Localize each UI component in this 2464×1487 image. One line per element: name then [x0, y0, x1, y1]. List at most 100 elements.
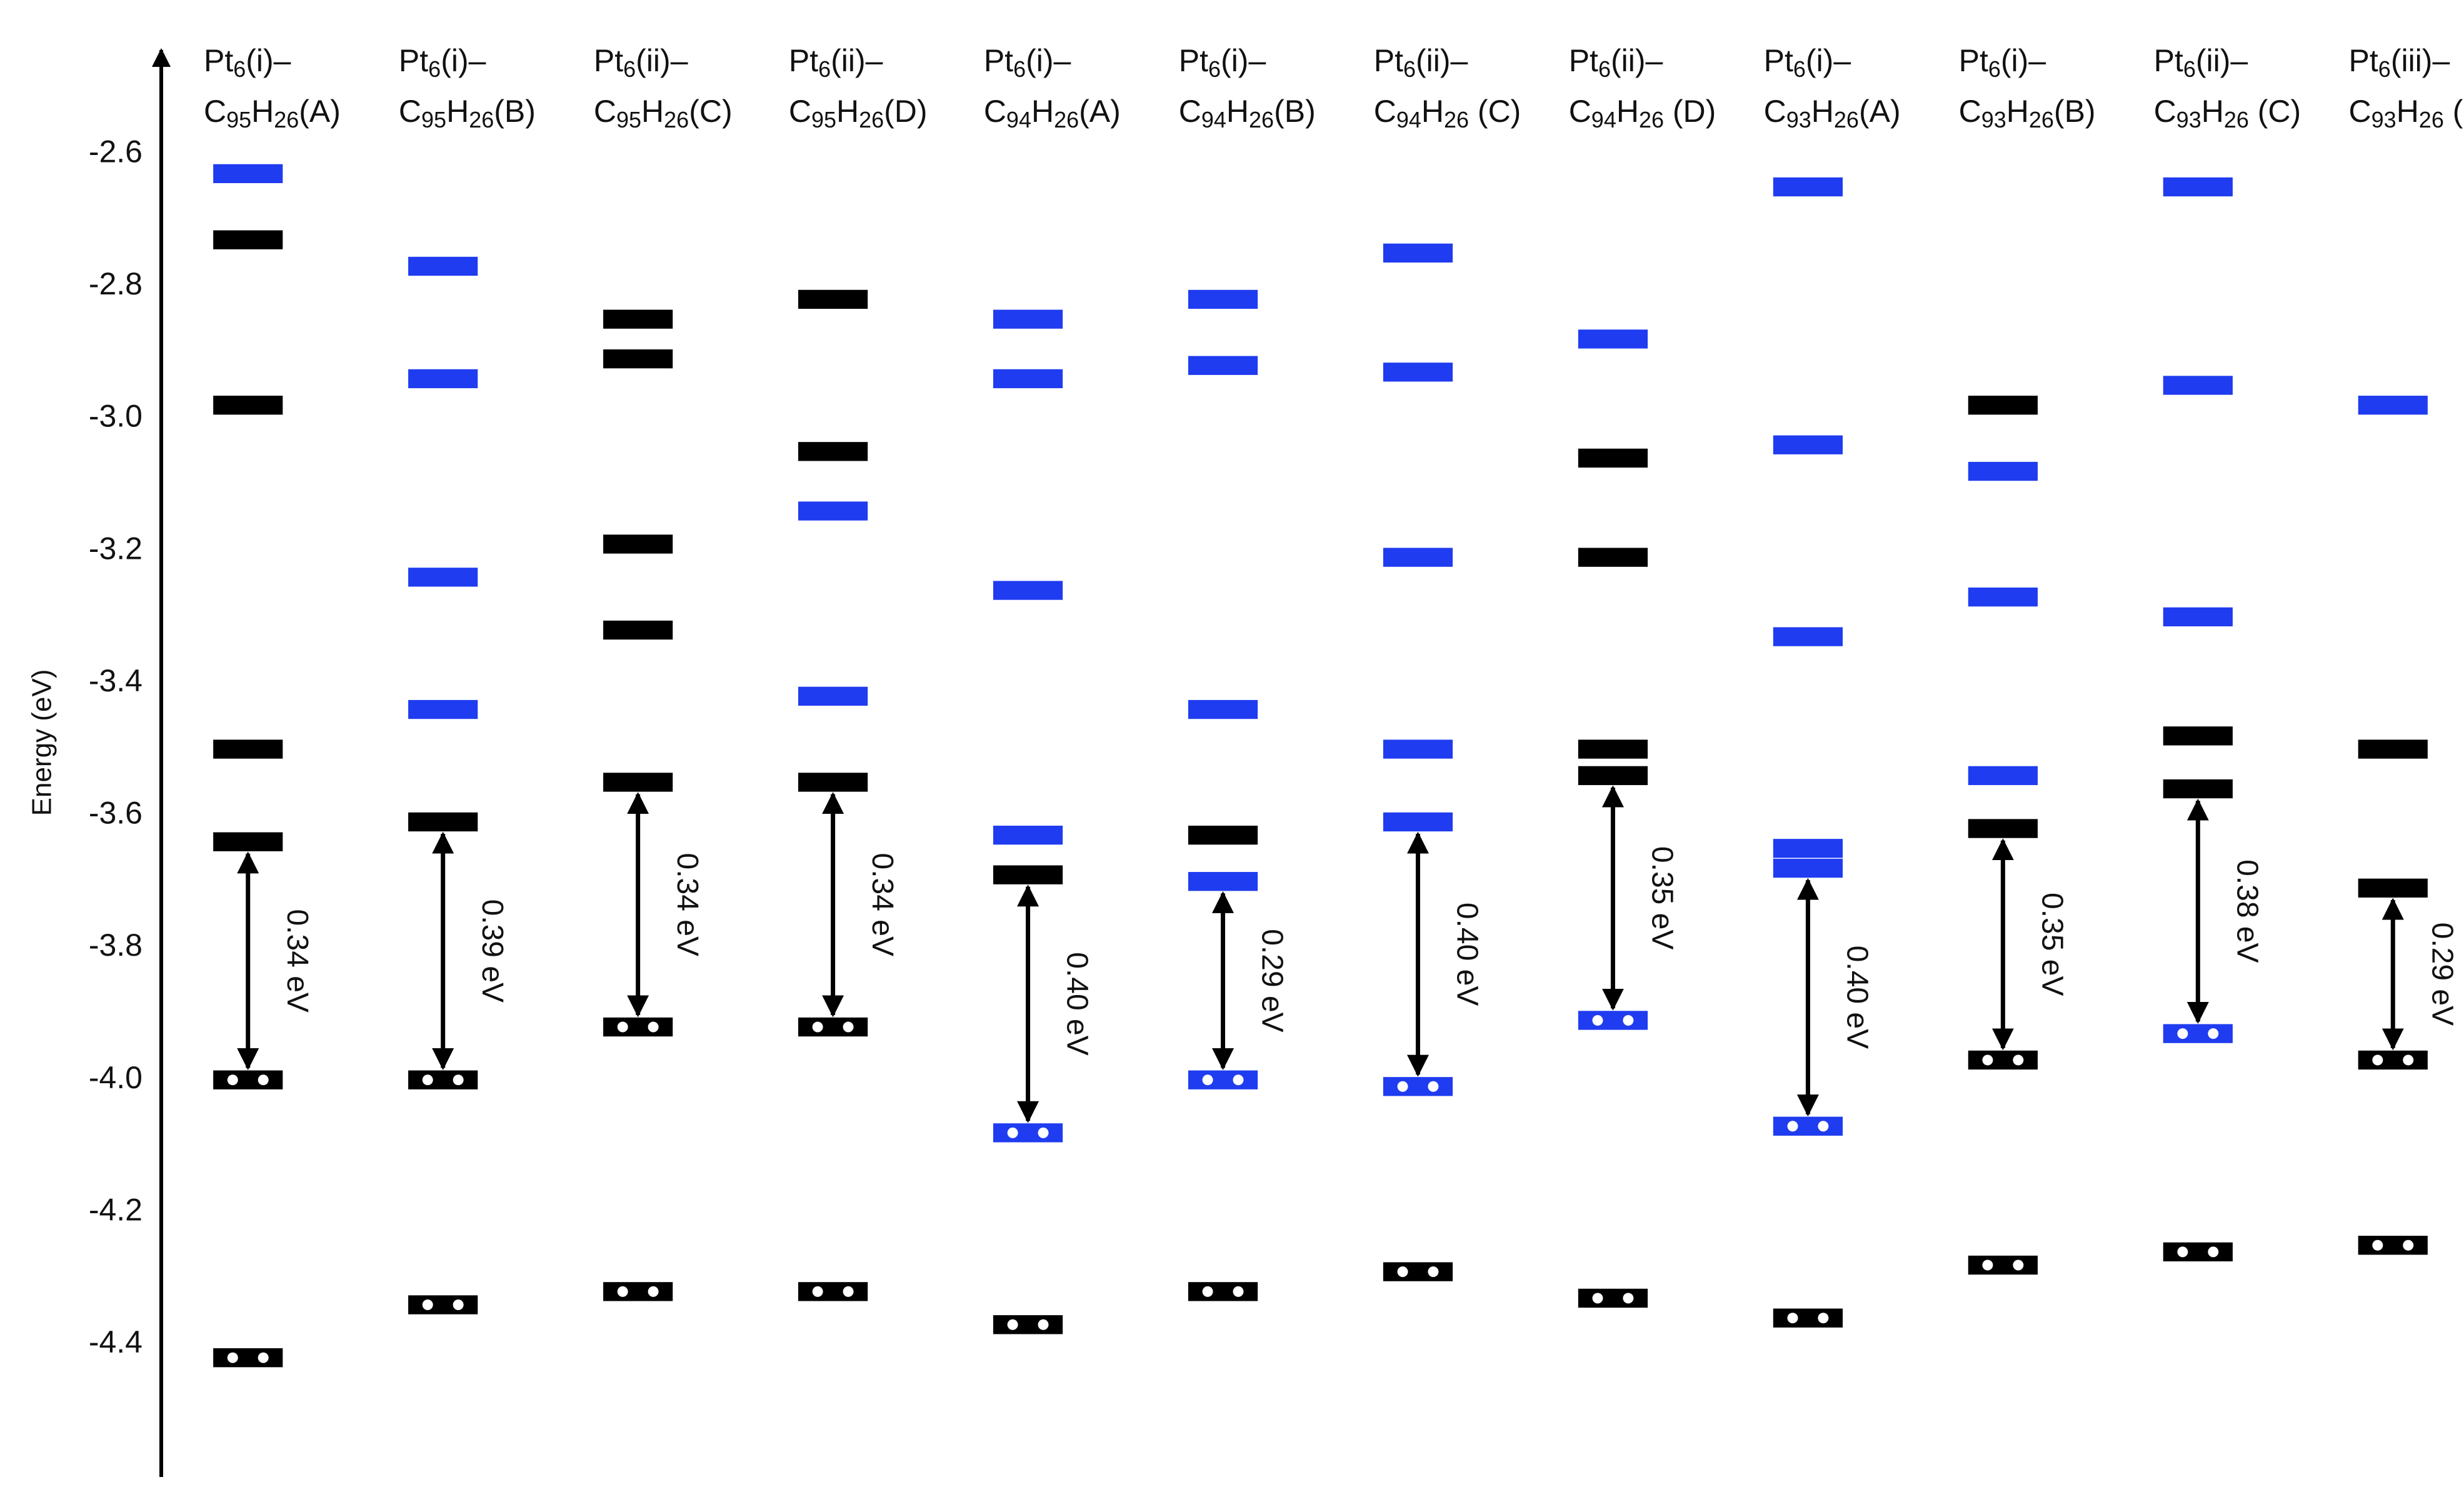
electron-dot	[1007, 1319, 1018, 1330]
energy-level	[798, 686, 868, 706]
energy-level	[1383, 812, 1453, 832]
column-label: C95H26(C)	[594, 94, 733, 132]
electron-dot	[2013, 1054, 2024, 1066]
energy-level	[1773, 839, 1843, 858]
column-label: C94H26(B)	[1179, 94, 1316, 132]
electron-dot	[1038, 1319, 1049, 1330]
energy-level	[2358, 878, 2428, 898]
energy-level	[1968, 587, 2038, 607]
column-label: C95H26(D)	[789, 94, 928, 132]
gap-label: 0.29 eV	[1256, 929, 1289, 1032]
gap-label: 0.34 eV	[866, 853, 899, 956]
energy-level	[213, 396, 283, 415]
energy-level	[1188, 1070, 1258, 1089]
electron-dot	[1428, 1266, 1439, 1278]
gap-label: 0.29 eV	[2425, 923, 2458, 1026]
energy-level	[993, 1315, 1063, 1334]
energy-level	[408, 256, 478, 276]
energy-level	[1188, 699, 1258, 719]
electron-dot	[1592, 1293, 1603, 1304]
energy-level	[1383, 363, 1453, 382]
energy-level	[213, 164, 283, 183]
energy-level	[1188, 1282, 1258, 1301]
energy-level	[1188, 289, 1258, 309]
y-tick-label: -3.8	[89, 928, 143, 963]
electron-dot	[1233, 1074, 1244, 1086]
gap-label: 0.38 eV	[2230, 859, 2263, 963]
column-label: C93H26 (D)	[2349, 94, 2464, 132]
electron-dot	[1787, 1121, 1798, 1132]
electron-dot	[812, 1021, 823, 1033]
energy-level	[1968, 1255, 2038, 1275]
energy-level	[1578, 739, 1648, 759]
energy-level	[408, 1070, 478, 1089]
energy-level	[1773, 627, 1843, 646]
energy-level	[408, 812, 478, 832]
energy-level	[213, 739, 283, 759]
gap-label: 0.40 eV	[1841, 946, 1874, 1049]
energy-level	[798, 501, 868, 521]
y-tick-label: -4.4	[89, 1324, 143, 1359]
energy-level	[993, 309, 1063, 329]
column-label: C93H26 (C)	[2154, 94, 2301, 132]
electron-dot	[617, 1286, 628, 1297]
energy-level	[2163, 1242, 2233, 1262]
energy-level	[408, 699, 478, 719]
energy-level	[2358, 1236, 2428, 1255]
electron-dot	[1818, 1313, 1829, 1324]
energy-level	[213, 1348, 283, 1368]
electron-dot	[617, 1021, 628, 1033]
column-label: C93H26(A)	[1764, 94, 1901, 132]
energy-level	[1383, 1077, 1453, 1096]
y-tick-label: -3.2	[89, 531, 143, 566]
energy-level	[1773, 858, 1843, 878]
electron-dot	[227, 1074, 238, 1086]
energy-level	[1383, 739, 1453, 759]
column-label: C93H26(B)	[1959, 94, 2096, 132]
y-tick-label: -3.4	[89, 663, 143, 698]
energy-level	[603, 1282, 673, 1301]
energy-level	[2358, 1050, 2428, 1070]
y-tick-label: -4.2	[89, 1193, 143, 1228]
energy-level	[1578, 1288, 1648, 1308]
electron-dot	[2177, 1246, 2188, 1258]
energy-level	[1383, 548, 1453, 567]
column-label: Pt6(ii)–	[2154, 43, 2248, 81]
energy-level	[408, 1295, 478, 1314]
gap-label: 0.35 eV	[1646, 846, 1679, 949]
energy-level	[213, 832, 283, 851]
energy-level	[2163, 177, 2233, 197]
energy-level	[1968, 396, 2038, 415]
energy-level	[993, 1123, 1063, 1143]
energy-level	[1188, 825, 1258, 845]
energy-level	[1188, 872, 1258, 891]
energy-level	[603, 773, 673, 792]
gap-label: 0.34 eV	[281, 909, 314, 1012]
column-label: Pt6(i)–	[399, 43, 486, 81]
electron-dot	[1233, 1286, 1244, 1297]
electron-dot	[1038, 1127, 1049, 1138]
electron-dot	[1982, 1054, 1993, 1066]
electron-dot	[1623, 1293, 1634, 1304]
column-label: Pt6(i)–	[984, 43, 1071, 81]
energy-level	[798, 773, 868, 792]
energy-level	[1968, 1050, 2038, 1070]
electron-dot	[648, 1021, 659, 1033]
energy-level	[1383, 243, 1453, 263]
energy-level	[1383, 1262, 1453, 1281]
energy-level	[408, 369, 478, 389]
energy-level	[2163, 779, 2233, 799]
electron-dot	[2403, 1054, 2414, 1066]
energy-level	[1578, 548, 1648, 567]
energy-level	[993, 825, 1063, 845]
electron-dot	[812, 1286, 823, 1297]
gap-label: 0.39 eV	[476, 899, 509, 1003]
electron-dot	[2372, 1239, 2383, 1251]
y-tick-label: -2.8	[89, 266, 143, 301]
energy-level	[1773, 1308, 1843, 1328]
energy-level	[798, 1282, 868, 1301]
y-tick-label: -3.6	[89, 796, 143, 831]
energy-level	[1773, 1116, 1843, 1136]
